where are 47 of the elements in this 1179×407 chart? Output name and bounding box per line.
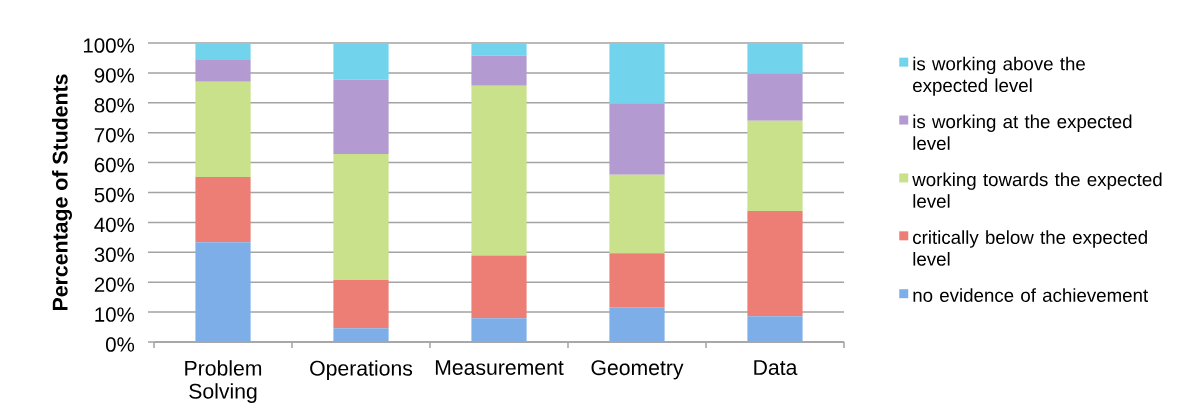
x-tick-label: Problem Solving [185,360,262,403]
y-tick-label: 20% [94,277,135,292]
y-tick-label: 80% [94,98,135,113]
x-tick-label: Operations [310,360,413,380]
y-tick-label: 10% [95,307,135,322]
y-axis-title: Percentage of Students [52,74,72,311]
bar [333,79,389,154]
bar [747,316,803,342]
y-tick-label: 60% [94,157,135,173]
y-tick-label: 50% [94,187,135,203]
bar [471,255,527,319]
y-tick-label: 30% [94,247,135,263]
y-tick-label: 90% [94,68,135,83]
legend-label: critically below the expected level [913,230,1147,266]
bar [609,307,665,342]
bar [471,318,527,342]
bar [609,103,665,175]
bar [609,253,665,308]
bar [747,120,803,212]
bar [195,59,251,82]
bar [333,153,389,281]
bar [333,328,389,342]
bar [471,43,527,56]
legend-label: no evidence of achievement [913,288,1149,302]
y-tick-label: 0% [105,337,135,352]
legend-label: is working above the expected level [913,56,1085,96]
bar [195,242,251,342]
bar [195,176,251,243]
bar [747,43,803,74]
bar [195,43,251,60]
bar [609,174,665,254]
bar [747,73,803,121]
legend-label: working towards the expected level [912,172,1162,208]
bar [471,85,527,256]
bar [333,43,389,80]
bar [195,81,251,177]
bar [333,280,389,329]
y-tick-label: 40% [94,217,135,233]
y-tick-label: 70% [94,127,135,143]
x-tick-label: Measurement [435,360,564,375]
legend-label: is working at the expected level [913,114,1132,150]
bar [747,211,803,317]
y-tick-label: 100% [83,38,135,53]
bar [609,43,665,104]
bar [471,55,527,86]
x-tick-label: Geometry [591,360,684,380]
x-tick-label: Data [754,360,798,375]
